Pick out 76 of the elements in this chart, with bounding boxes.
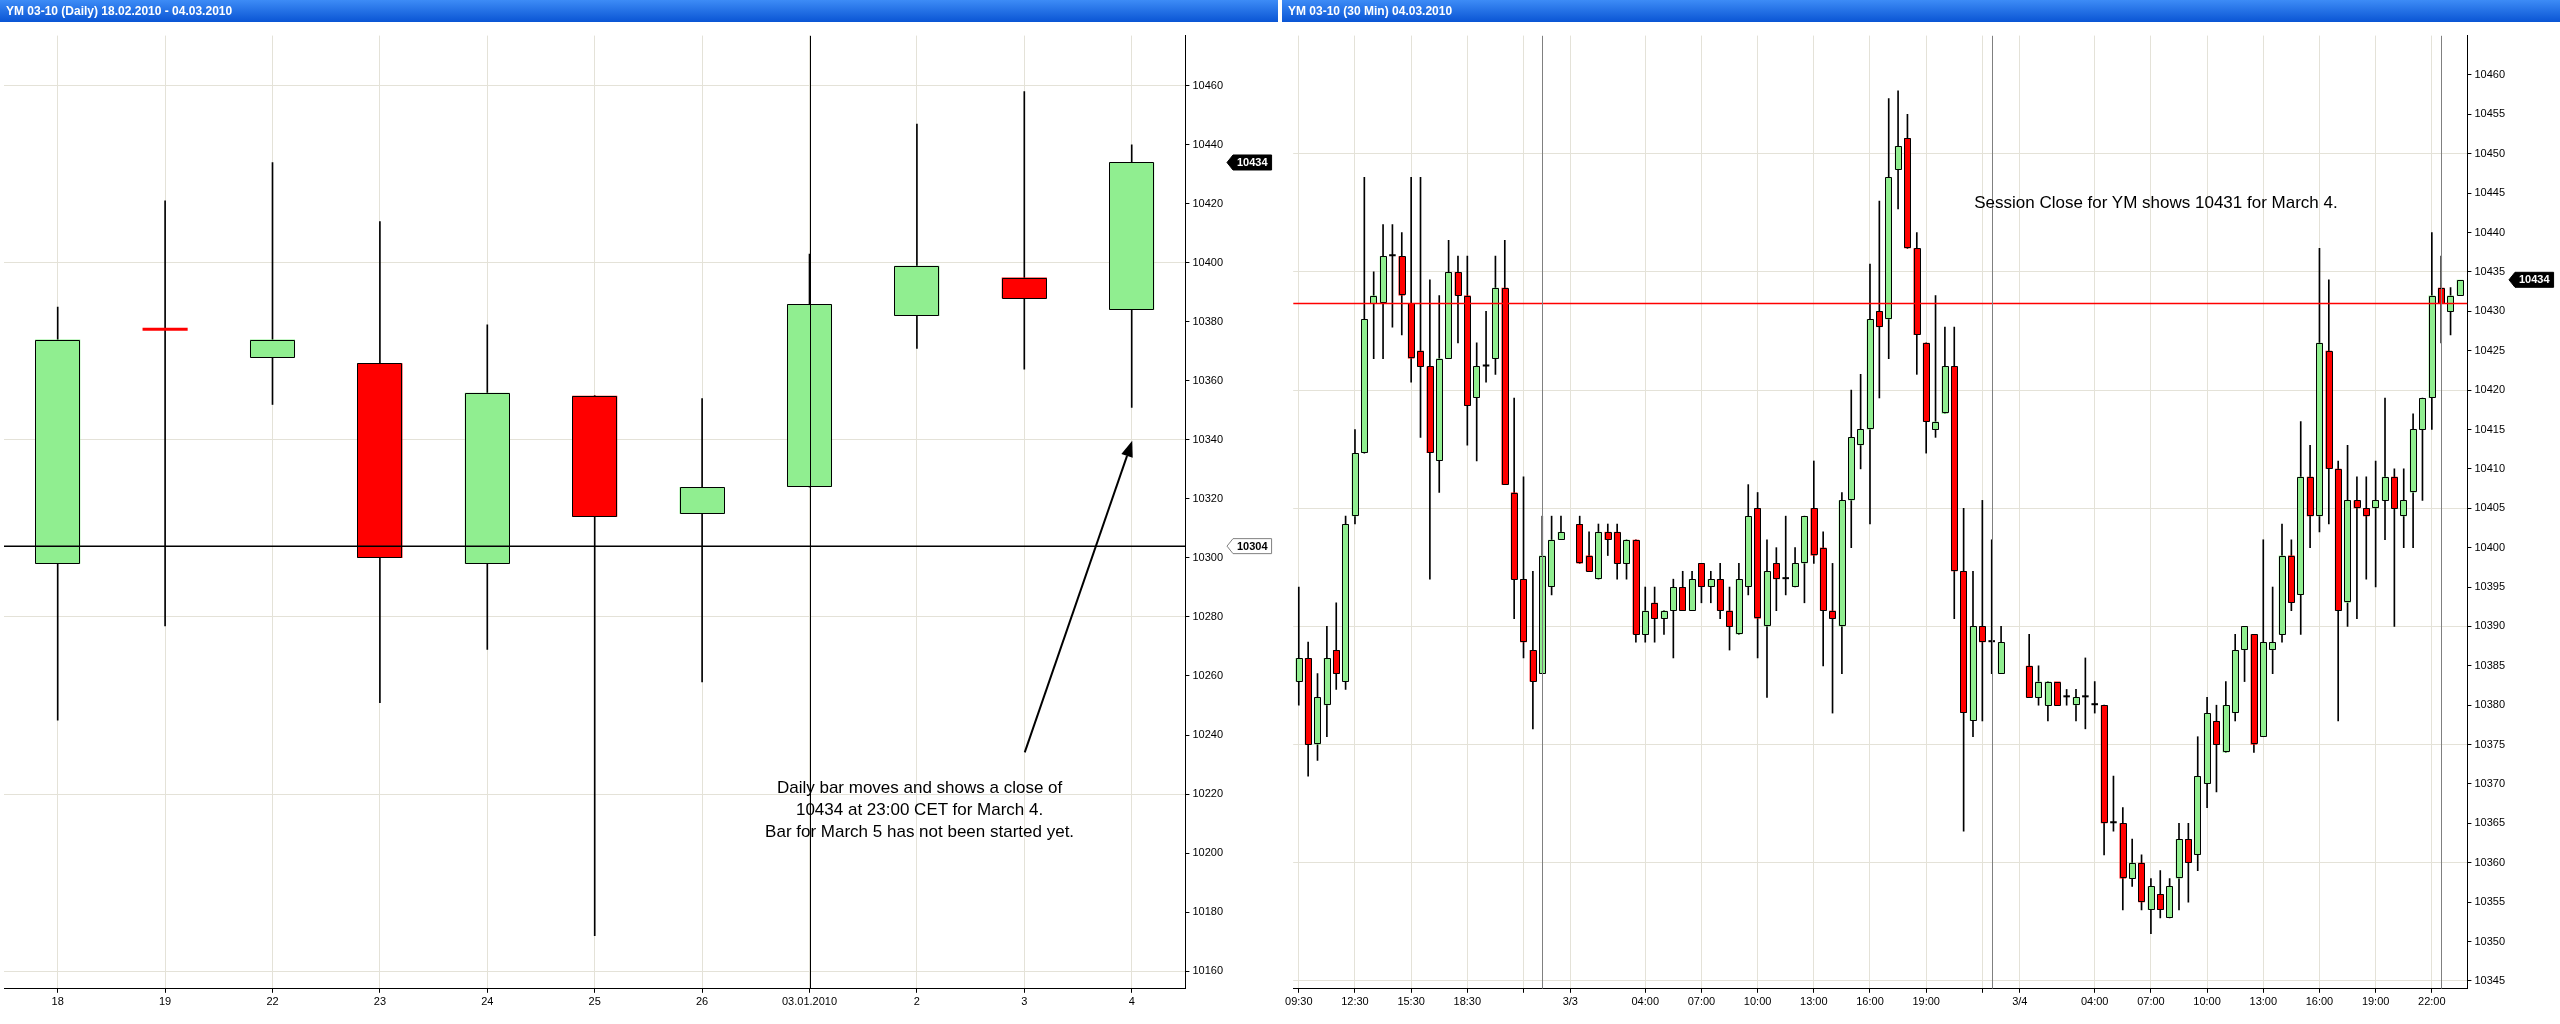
y-tick-label: 10345 [2474,973,2506,986]
y-tick-label: 10200 [1192,846,1224,859]
x-tick-label: 23 [373,995,387,1008]
y-tick-label: 10360 [2474,855,2506,868]
x-tick-label: 24 [481,995,494,1008]
y-tick-label: 10375 [2474,737,2506,750]
y-tick-label: 10355 [2474,895,2506,908]
y-tick-label: 10280 [1192,609,1224,622]
x-tick-label: 18:30 [1453,995,1482,1008]
y-tick-label: 10300 [1192,550,1224,563]
x-tick-label: 04:00 [2080,995,2109,1008]
x-tick-label: 16:00 [1856,995,1884,1008]
y-tick-label: 10395 [2474,580,2506,593]
y-tick-label: 10455 [2474,107,2506,120]
x-tick-label: 22 [266,995,279,1008]
x-tick-label: 03.01.2010 [781,995,838,1008]
y-tick-label: 10380 [1192,314,1224,327]
x-tick-label: 15:30 [1397,995,1425,1008]
ref-line-label: 10304 [1237,539,1269,552]
y-tick-label: 10415 [2474,422,2506,435]
x-tick-label: 09:30 [1285,995,1313,1008]
y-tick-label: 10440 [2474,225,2506,238]
text: 10434 [2519,273,2550,286]
x-tick-label: 4 [1128,995,1135,1008]
x-tick-label: 2 [913,995,920,1008]
x-tick-label: 10:00 [2193,995,2221,1008]
y-tick-label: 10360 [1192,373,1224,386]
y-tick-label: 10320 [1192,491,1224,504]
chart-title: YM 03-10 (Daily) 18.02.2010 - 04.03.2010 [0,0,1278,22]
y-tick-label: 10350 [2474,934,2506,947]
y-tick-label: 10420 [2474,383,2506,396]
x-tick-label: 07:00 [2137,995,2165,1008]
x-tick-label: 16:00 [2305,995,2334,1008]
y-tick-label: 10400 [1192,255,1224,268]
x-tick-label: 10:00 [1743,995,1772,1008]
y-tick-label: 10425 [2474,343,2506,356]
x-tick-label: 3/4 [2012,995,2028,1008]
y-tick-label: 10365 [2474,816,2506,829]
y-tick-label: 10160 [1192,964,1224,977]
y-tick-label: 10445 [2474,186,2506,199]
annotation: Session Close for YM shows 10431 for March 4. [1974,193,2338,213]
x-tick-label: 3/3 [1562,995,1578,1008]
y-tick-label: 10380 [2474,698,2506,711]
y-tick-label: 10180 [1192,905,1224,918]
y-tick-label: 10385 [2474,658,2506,671]
y-tick-label: 10370 [2474,777,2506,790]
y-tick-label: 10260 [1192,669,1224,682]
x-tick-label: 22:00 [2418,995,2446,1008]
y-tick-label: 10410 [2474,461,2506,474]
x-tick-label: 19:00 [2361,995,2390,1008]
chart-title: YM 03-10 (30 Min) 04.03.2010 [1282,0,2560,22]
x-tick-label: 26 [695,995,709,1008]
y-tick-label: 10460 [2474,68,2506,81]
text: 10434 [1237,156,1268,169]
y-tick-label: 10450 [2474,146,2506,159]
y-tick-label: 10430 [2474,304,2506,317]
x-tick-label: 12:30 [1341,995,1369,1008]
x-tick-label: 19:00 [1912,995,1940,1008]
x-tick-label: 04:00 [1631,995,1660,1008]
x-tick-label: 13:00 [2249,995,2278,1008]
x-tick-label: 25 [588,995,601,1008]
x-tick-label: 07:00 [1687,995,1716,1008]
y-tick-label: 10240 [1192,728,1224,741]
x-tick-label: 3 [1021,995,1028,1008]
y-tick-label: 10400 [2474,540,2506,553]
y-tick-label: 10220 [1192,787,1224,800]
y-tick-label: 10435 [2474,264,2506,277]
y-tick-label: 10440 [1192,137,1224,150]
x-tick-label: 19 [158,995,172,1008]
y-tick-label: 10405 [2474,501,2506,514]
y-tick-label: 10460 [1192,78,1224,91]
y-tick-label: 10390 [2474,619,2506,632]
y-tick-label: 10420 [1192,196,1224,209]
y-tick-label: 10340 [1192,432,1224,445]
x-tick-label: 18 [51,995,64,1008]
x-tick-label: 13:00 [1800,995,1828,1008]
